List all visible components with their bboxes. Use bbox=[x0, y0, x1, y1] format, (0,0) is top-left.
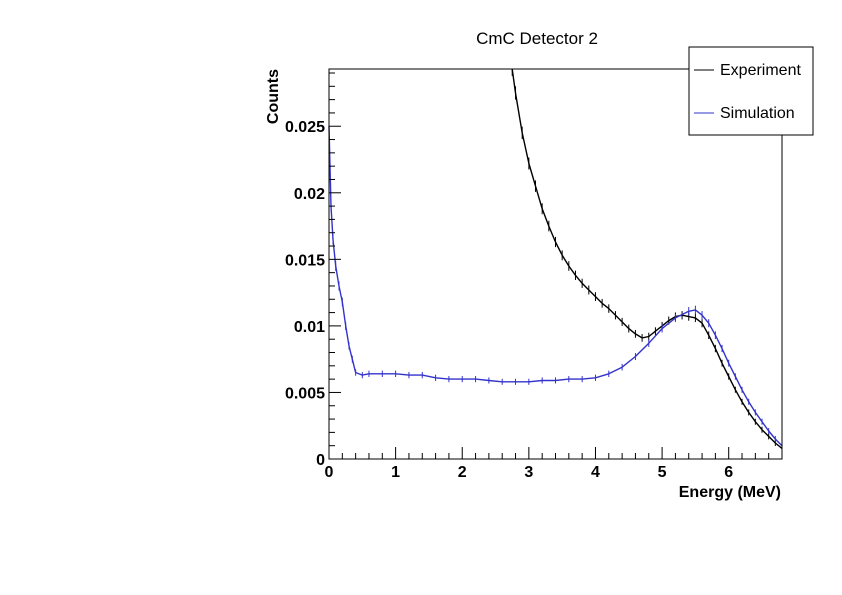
y-tick-label: 0.015 bbox=[285, 252, 325, 269]
axis-layer: 0 1 2 3 4 5 6 0 0.005 0.01 0.015 0.02 0.025 bbox=[285, 72, 783, 481]
series-layer bbox=[328, 68, 783, 452]
x-tick-label: 6 bbox=[724, 464, 733, 481]
y-tick-label: 0.025 bbox=[285, 119, 325, 136]
series-experiment bbox=[511, 68, 783, 452]
plot-frame bbox=[328, 68, 783, 460]
x-axis-title: Energy (MeV) bbox=[679, 484, 781, 501]
x-tick-label: 2 bbox=[458, 464, 467, 481]
legend-label-simulation: Simulation bbox=[720, 105, 795, 122]
y-tick-label: 0.005 bbox=[285, 385, 325, 402]
x-tick-label: 0 bbox=[325, 464, 334, 481]
y-tick-label: 0.02 bbox=[294, 186, 325, 203]
x-tick-label: 5 bbox=[658, 464, 667, 481]
y-tick-label: 0 bbox=[316, 452, 325, 469]
x-tick-label: 3 bbox=[524, 464, 533, 481]
x-tick-label: 1 bbox=[391, 464, 400, 481]
legend-label-experiment: Experiment bbox=[720, 62, 801, 79]
x-tick-label: 4 bbox=[591, 464, 600, 481]
series-line-experiment bbox=[511, 68, 783, 449]
legend-box bbox=[688, 46, 814, 136]
series-line-simulation bbox=[328, 126, 783, 447]
y-tick-label: 0.01 bbox=[294, 319, 325, 336]
legend: Experiment Simulation bbox=[688, 46, 814, 136]
y-axis-title: Counts bbox=[265, 69, 282, 124]
series-simulation bbox=[328, 119, 783, 449]
chart-title: CmC Detector 2 bbox=[476, 29, 598, 48]
